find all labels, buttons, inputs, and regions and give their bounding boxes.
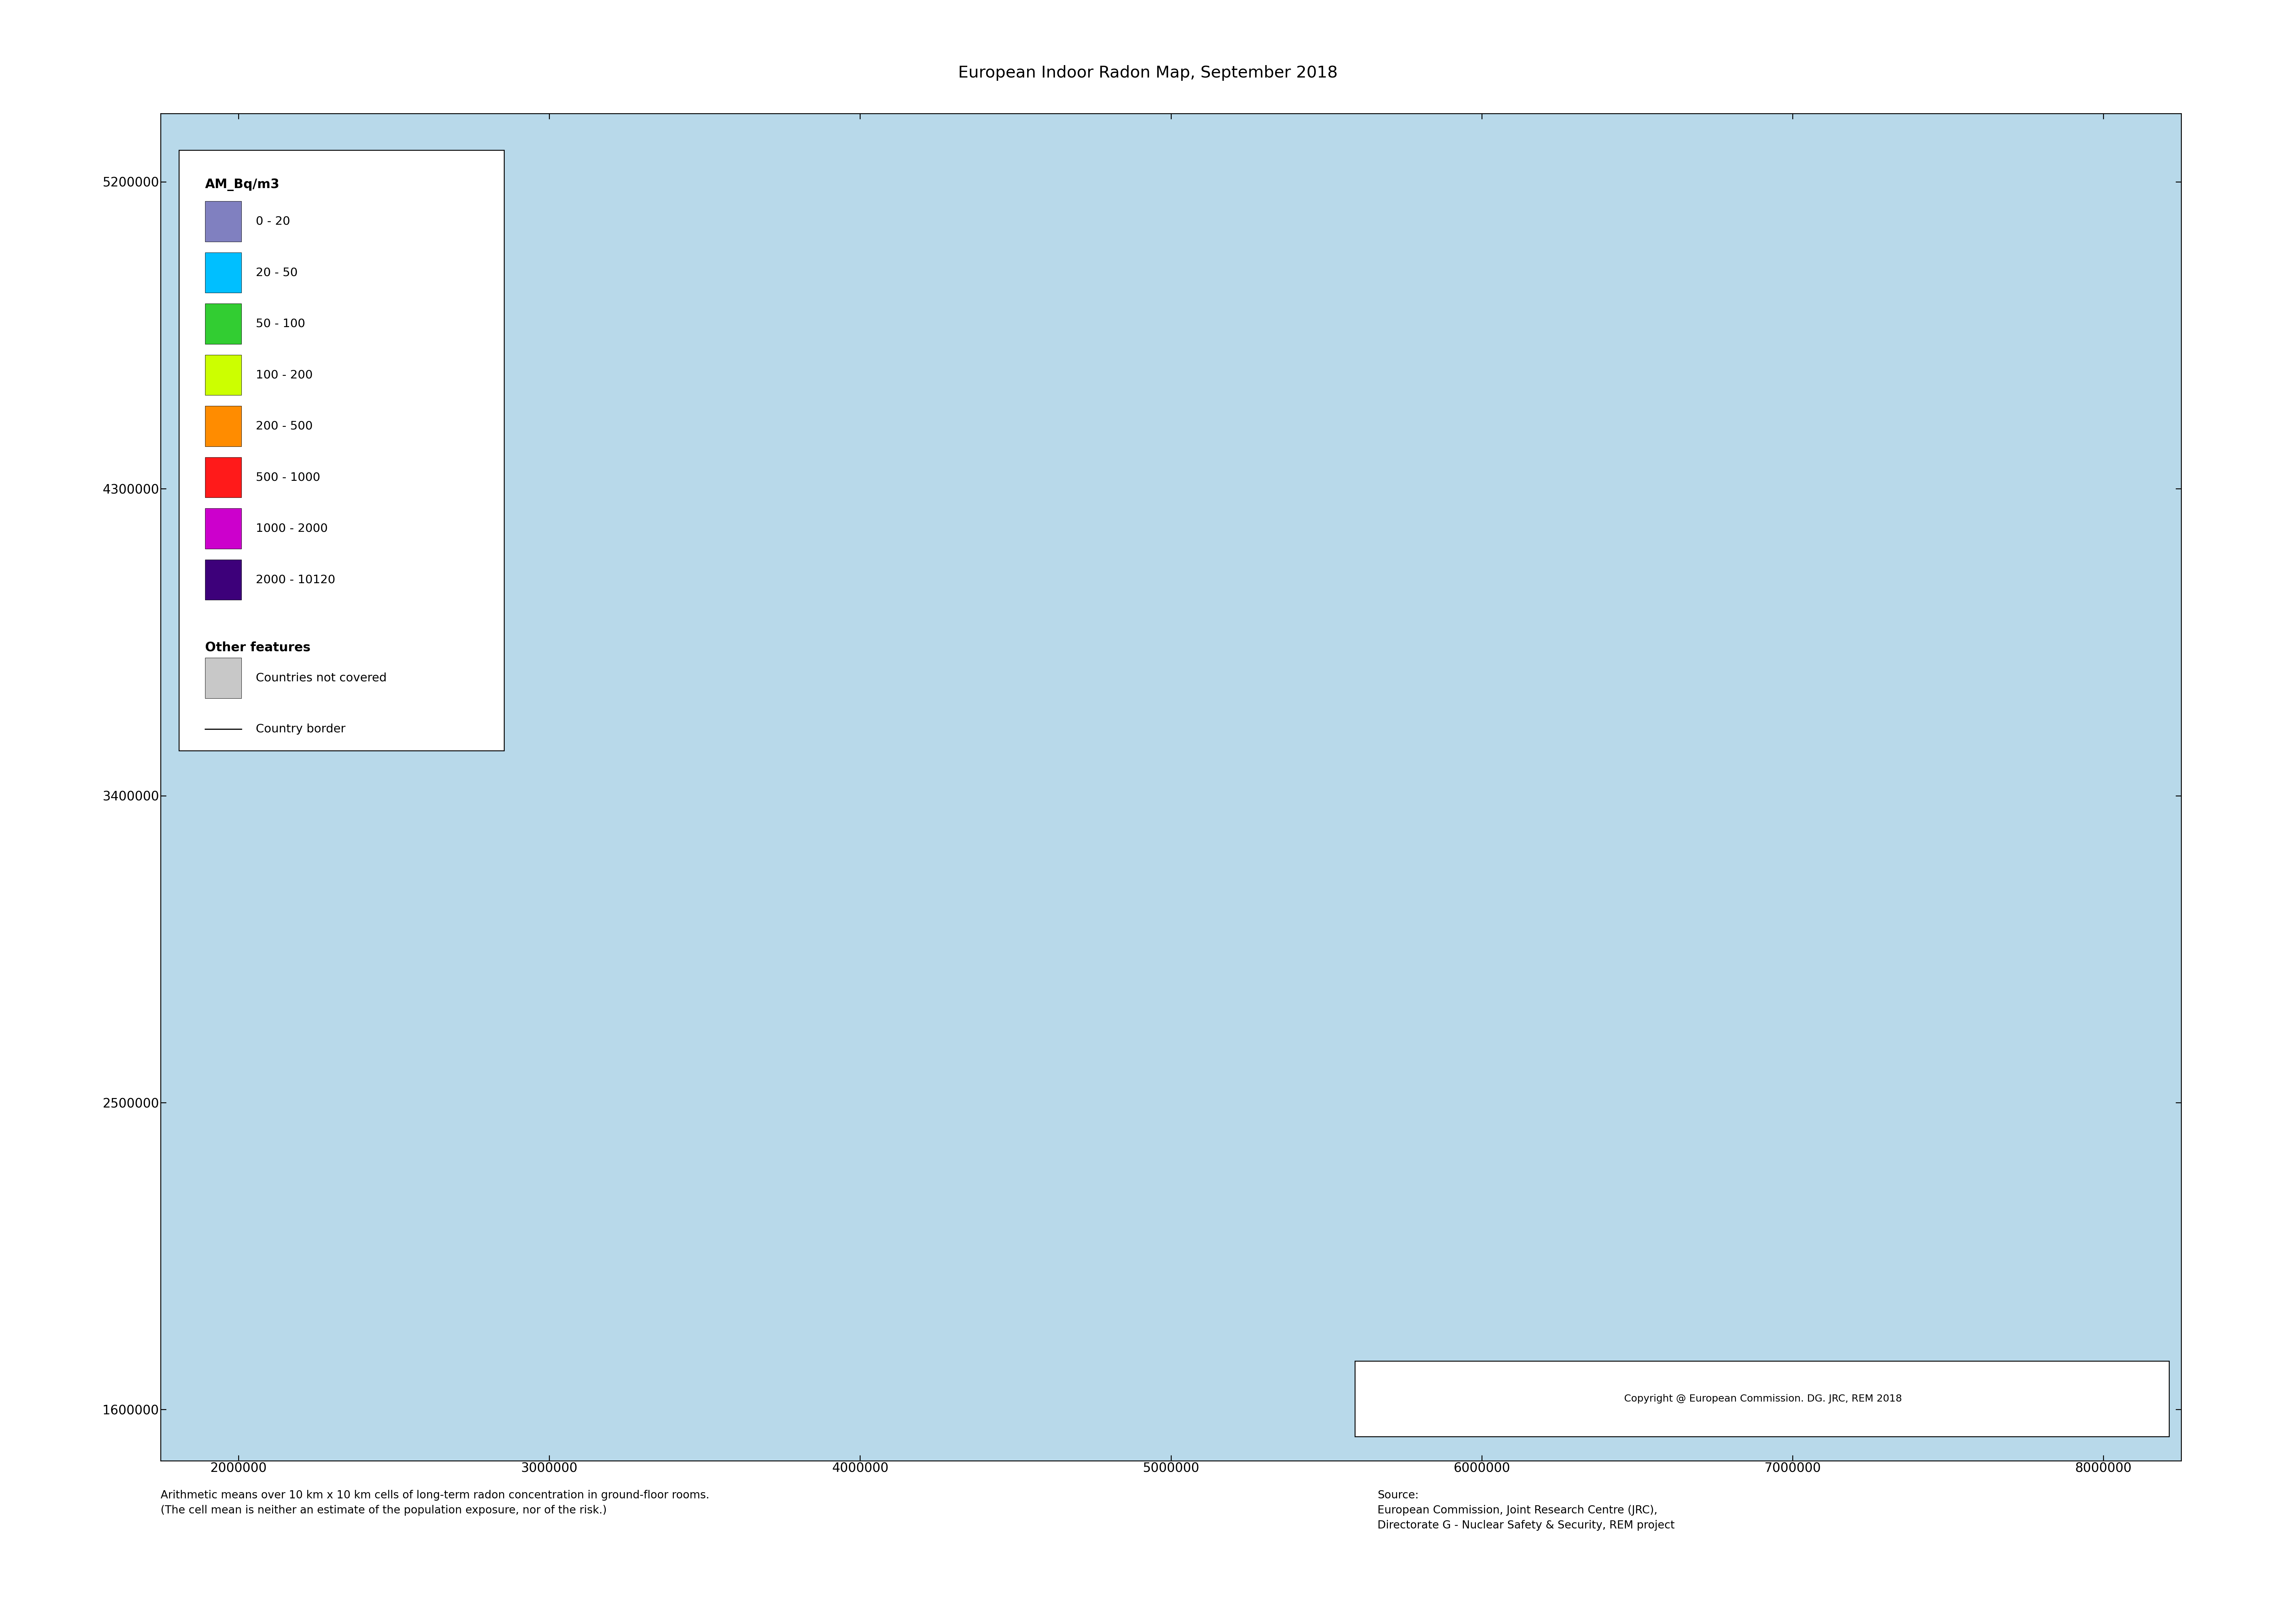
FancyBboxPatch shape <box>1355 1362 2170 1436</box>
FancyBboxPatch shape <box>204 458 241 498</box>
FancyBboxPatch shape <box>204 560 241 601</box>
FancyBboxPatch shape <box>204 304 241 344</box>
Text: Copyright @ European Commission. DG. JRC, REM 2018: Copyright @ European Commission. DG. JRC… <box>1623 1394 1901 1404</box>
FancyBboxPatch shape <box>204 355 241 394</box>
Text: AM_Bq/m3: AM_Bq/m3 <box>204 179 280 192</box>
Text: Source:
European Commission, Joint Research Centre (JRC),
Directorate G - Nuclea: Source: European Commission, Joint Resea… <box>1378 1490 1674 1530</box>
FancyBboxPatch shape <box>204 252 241 292</box>
Text: Country border: Country border <box>255 724 344 735</box>
Text: 0 - 20: 0 - 20 <box>255 216 289 227</box>
Text: 200 - 500: 200 - 500 <box>255 420 312 432</box>
Text: 100 - 200: 100 - 200 <box>255 370 312 380</box>
Text: Other features: Other features <box>204 641 310 654</box>
Text: European Indoor Radon Map, September 2018: European Indoor Radon Map, September 201… <box>957 65 1339 81</box>
FancyBboxPatch shape <box>204 508 241 549</box>
FancyBboxPatch shape <box>204 201 241 242</box>
Text: 50 - 100: 50 - 100 <box>255 318 305 329</box>
Text: 20 - 50: 20 - 50 <box>255 268 298 278</box>
FancyBboxPatch shape <box>179 149 505 751</box>
Text: 500 - 1000: 500 - 1000 <box>255 472 319 484</box>
FancyBboxPatch shape <box>204 657 241 698</box>
FancyBboxPatch shape <box>204 406 241 446</box>
Text: Arithmetic means over 10 km x 10 km cells of long-term radon concentration in gr: Arithmetic means over 10 km x 10 km cell… <box>161 1490 709 1516</box>
Text: 2000 - 10120: 2000 - 10120 <box>255 575 335 586</box>
Text: 1000 - 2000: 1000 - 2000 <box>255 523 328 534</box>
Text: Countries not covered: Countries not covered <box>255 672 386 683</box>
